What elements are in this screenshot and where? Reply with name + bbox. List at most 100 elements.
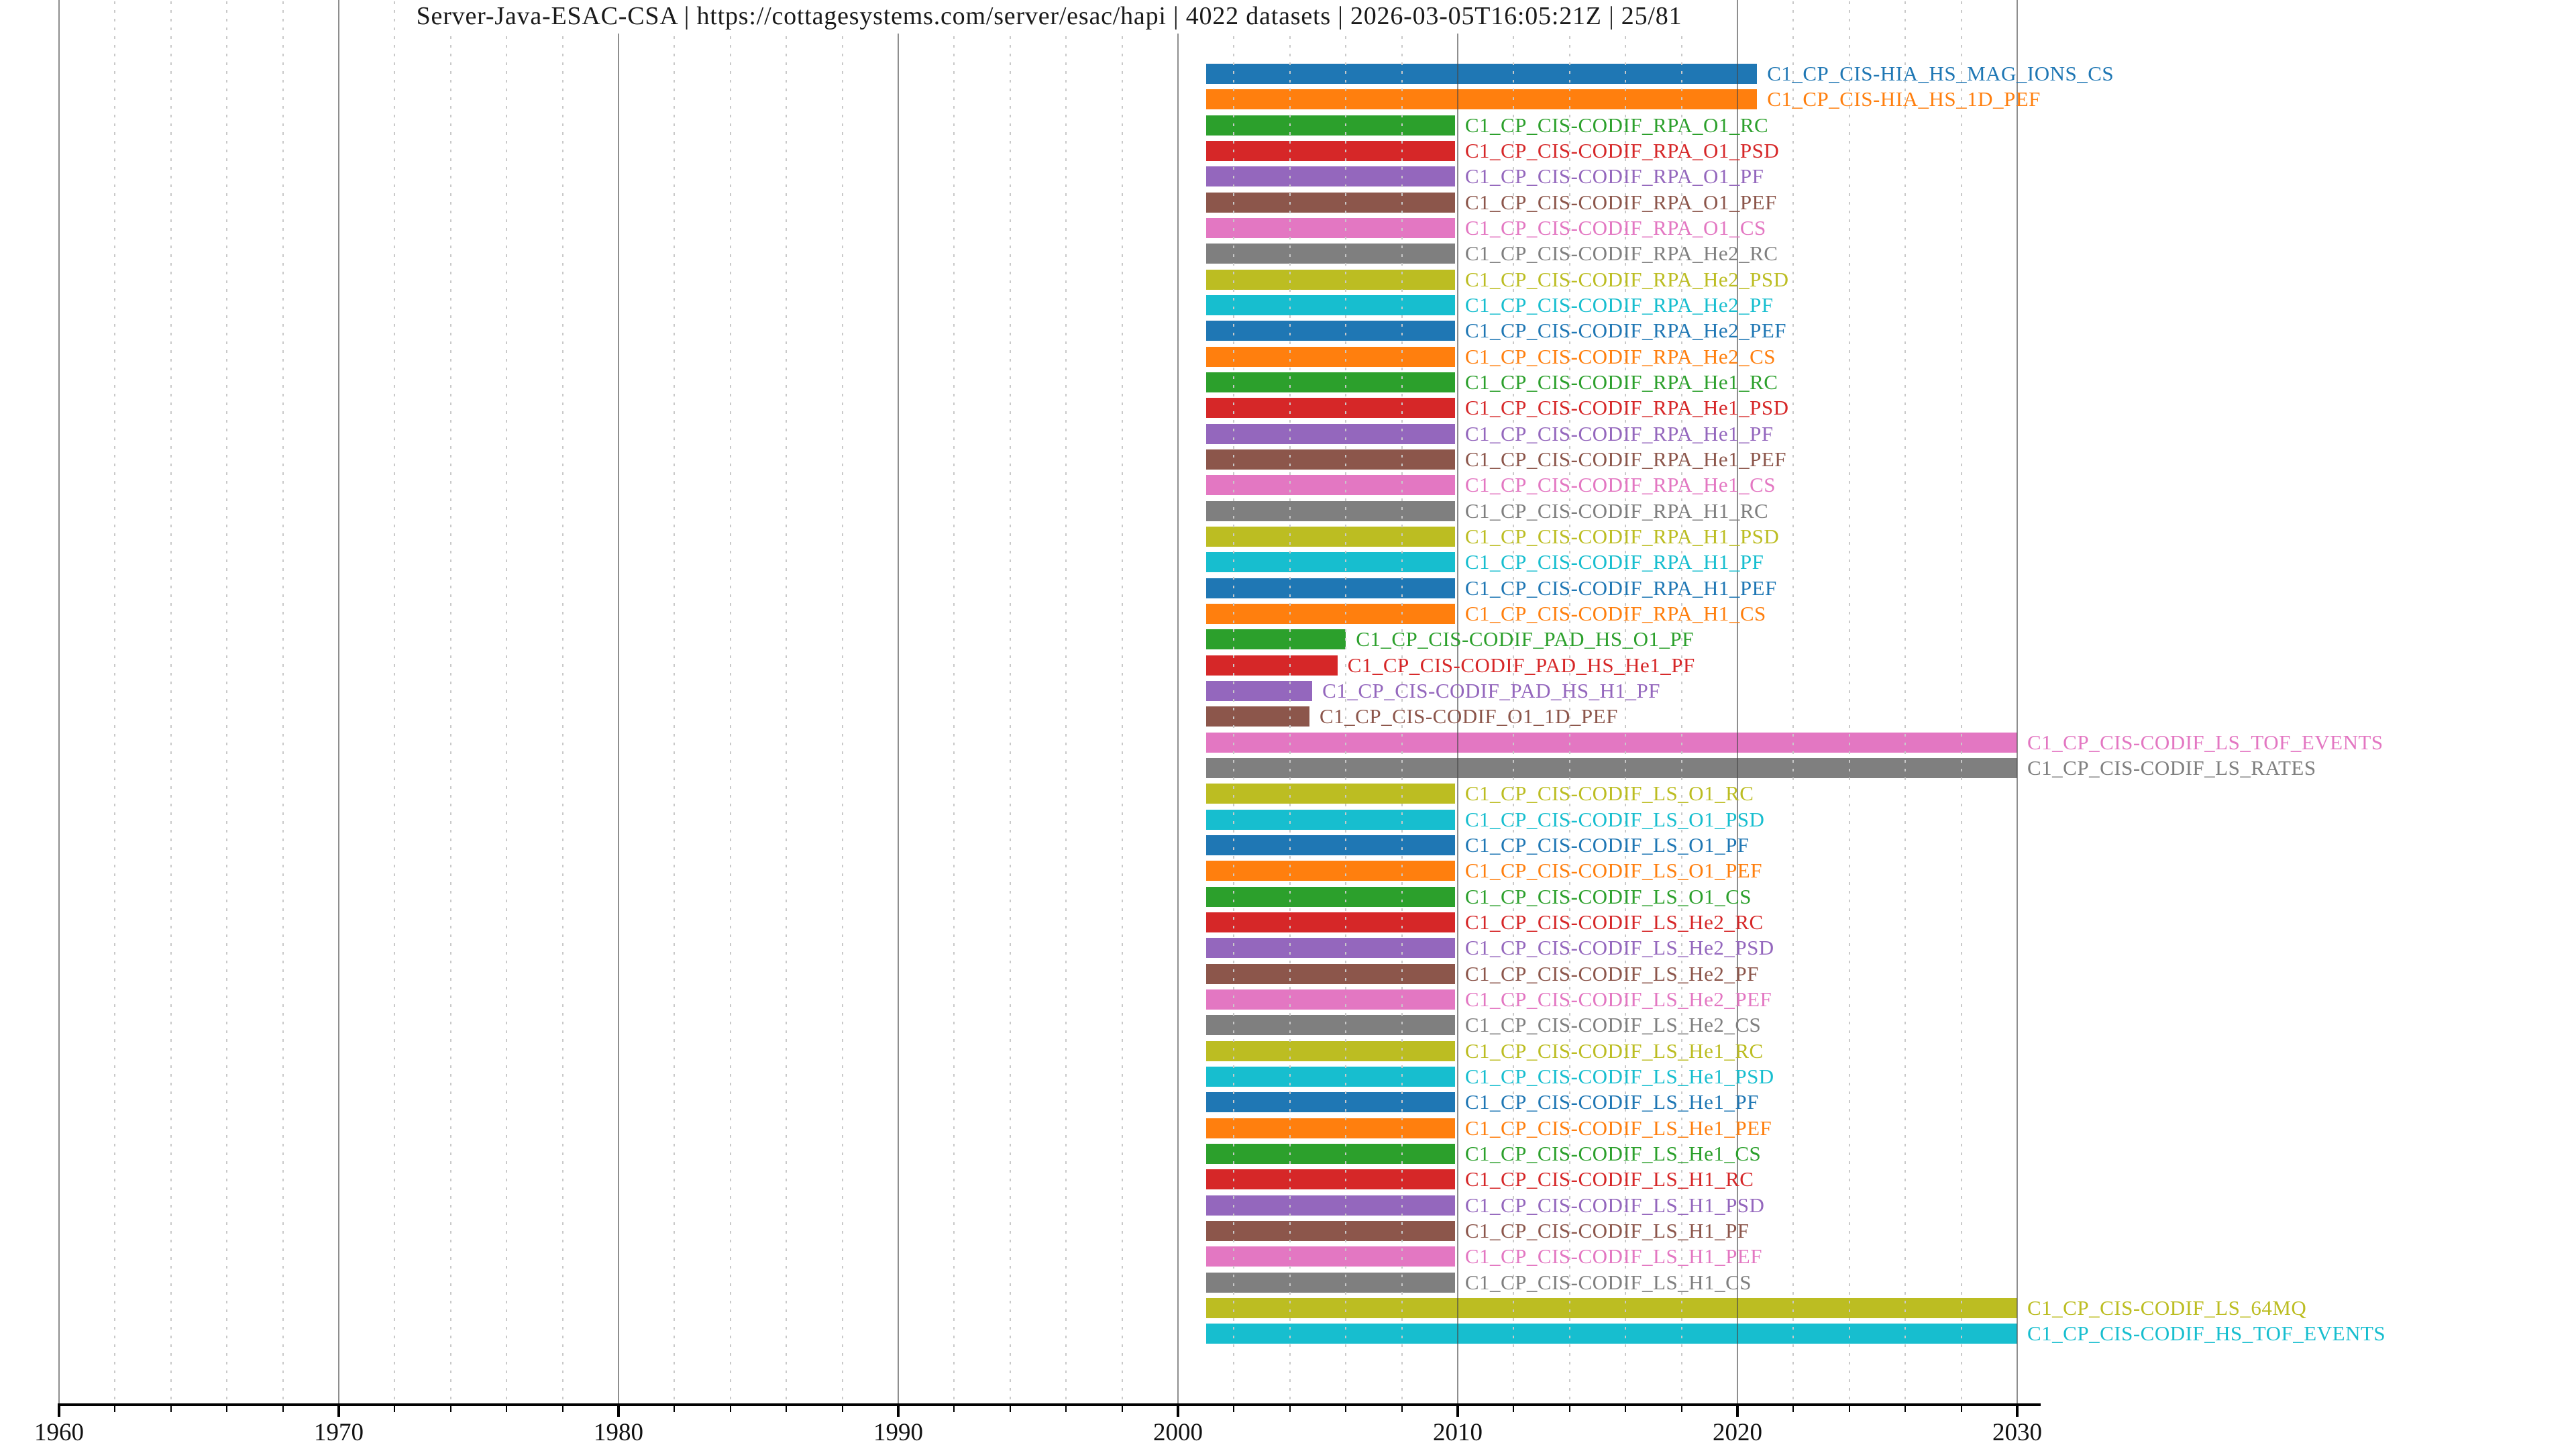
timeline-bar	[1205, 217, 1455, 238]
dataset-label: C1_CP_CIS-CODIF_RPA_He1_RC	[1464, 370, 1778, 394]
gridline-minor	[561, 1, 564, 1403]
x-axis-minor-tick	[561, 1403, 564, 1412]
dataset-label: C1_CP_CIS-CODIF_LS_O1_PSD	[1464, 807, 1765, 831]
page-title: Server-Java-ESAC-CSA | https://cottagesy…	[407, 0, 1692, 34]
timeline-bar	[1205, 475, 1455, 496]
gridline-minor	[1345, 1, 1347, 1403]
x-axis-major-tick	[337, 1403, 340, 1417]
x-axis-minor-tick	[1792, 1403, 1794, 1412]
dataset-label: C1_CP_CIS-CODIF_LS_He1_RC	[1464, 1038, 1764, 1063]
x-axis-major-tick	[1736, 1403, 1739, 1417]
gridline-minor	[1625, 1, 1627, 1403]
timeline-bar	[1205, 1272, 1455, 1293]
x-axis-minor-tick	[729, 1403, 731, 1412]
dataset-label: C1_CP_CIS-CODIF_LS_H1_PSD	[1464, 1193, 1765, 1217]
gridline-minor	[1233, 1, 1235, 1403]
x-axis-minor-tick	[1233, 1403, 1235, 1412]
gridline-minor	[1009, 1, 1011, 1403]
timeline-bar	[1205, 784, 1455, 804]
x-axis-minor-tick	[449, 1403, 451, 1412]
dataset-label: C1_CP_CIS-CODIF_LS_He1_PEF	[1464, 1116, 1772, 1140]
dataset-label: C1_CP_CIS-CODIF_LS_He1_PSD	[1464, 1064, 1774, 1088]
timeline-bar	[1205, 629, 1346, 650]
dataset-label: C1_CP_CIS-CODIF_PAD_HS_O1_PF	[1356, 627, 1695, 651]
gridline-major	[2017, 0, 2018, 1403]
dataset-label: C1_CP_CIS-CODIF_LS_O1_CS	[1464, 884, 1752, 908]
timeline-bar	[1205, 552, 1455, 573]
gridline-minor	[1513, 1, 1515, 1403]
x-axis-minor-tick	[1065, 1403, 1067, 1412]
gridline-major	[618, 0, 619, 1403]
x-axis-tick-label: 1980	[594, 1419, 643, 1446]
timeline-bar	[1205, 244, 1455, 264]
gridline-minor	[1904, 1, 1907, 1403]
dataset-label: C1_CP_CIS-CODIF_LS_O1_RC	[1464, 782, 1754, 806]
gridline-major	[58, 0, 60, 1403]
dataset-label: C1_CP_CIS-CODIF_LS_O1_PEF	[1464, 859, 1762, 883]
timeline-bar	[1205, 346, 1455, 367]
gridline-minor	[1065, 1, 1067, 1403]
dataset-label: C1_CP_CIS-CODIF_LS_64MQ	[2027, 1295, 2307, 1320]
timeline-bar	[1205, 1195, 1455, 1216]
gridline-minor	[953, 1, 955, 1403]
gridline-minor	[674, 1, 676, 1403]
dataset-label: C1_CP_CIS-CODIF_LS_He2_PEF	[1464, 987, 1772, 1011]
timeline-bar	[1205, 1143, 1455, 1164]
gridline-minor	[729, 1, 731, 1403]
x-axis-minor-tick	[506, 1403, 508, 1412]
timeline-bar	[1205, 1092, 1455, 1113]
dataset-label: C1_CP_CIS-CODIF_RPA_He1_PEF	[1464, 447, 1787, 471]
gridline-minor	[1848, 1, 1850, 1403]
x-axis-minor-tick	[841, 1403, 843, 1412]
dataset-label: C1_CP_CIS-CODIF_RPA_O1_CS	[1464, 215, 1766, 239]
dataset-label: C1_CP_CIS-CODIF_LS_He2_CS	[1464, 1013, 1762, 1037]
x-axis-tick-label: 2020	[1713, 1419, 1762, 1446]
dataset-label: C1_CP_CIS-HIA_HS_1D_PEF	[1767, 87, 2041, 111]
dataset-label: C1_CP_CIS-CODIF_RPA_H1_PEF	[1464, 576, 1777, 600]
timeline-bar	[1205, 192, 1455, 213]
dataset-label: C1_CP_CIS-CODIF_PAD_HS_H1_PF	[1322, 678, 1660, 702]
gridline-minor	[1792, 1, 1794, 1403]
gridline-minor	[114, 1, 116, 1403]
timeline-bar	[1205, 655, 1338, 676]
x-axis-major-tick	[58, 1403, 60, 1417]
dataset-label: C1_CP_CIS-CODIF_RPA_He2_PSD	[1464, 267, 1789, 291]
timeline-bar	[1205, 89, 1758, 110]
timeline-bar	[1205, 449, 1455, 470]
x-axis-major-tick	[2016, 1403, 2019, 1417]
dataset-label: C1_CP_CIS-CODIF_LS_H1_PEF	[1464, 1244, 1762, 1269]
x-axis-minor-tick	[1401, 1403, 1403, 1412]
timeline-bar	[1205, 809, 1455, 830]
gridline-major	[1177, 0, 1179, 1403]
timeline-bar	[1205, 166, 1455, 187]
timeline-bar	[1205, 398, 1455, 419]
timeline-bar	[1205, 732, 2017, 753]
gridline-minor	[1289, 1, 1291, 1403]
dataset-label: C1_CP_CIS-HIA_HS_MAG_IONS_CS	[1767, 62, 2114, 85]
dataset-label: C1_CP_CIS-CODIF_RPA_O1_PF	[1464, 164, 1764, 189]
x-axis-major-tick	[617, 1403, 620, 1417]
dataset-label: C1_CP_CIS-CODIF_HS_TOF_EVENTS	[2027, 1322, 2386, 1346]
dataset-label: C1_CP_CIS-CODIF_LS_H1_RC	[1464, 1167, 1754, 1191]
timeline-bar	[1205, 269, 1455, 290]
timeline-bar	[1205, 680, 1313, 701]
timeline-bar	[1205, 1118, 1455, 1138]
x-axis-line	[58, 1403, 2041, 1406]
dataset-label: C1_CP_CIS-CODIF_RPA_He1_CS	[1464, 473, 1776, 497]
dataset-label: C1_CP_CIS-CODIF_RPA_He1_PF	[1464, 421, 1774, 445]
dataset-label: C1_CP_CIS-CODIF_RPA_H1_PSD	[1464, 524, 1780, 548]
gridline-minor	[449, 1, 451, 1403]
x-axis-tick-label: 2000	[1153, 1419, 1203, 1446]
x-axis-minor-tick	[1289, 1403, 1291, 1412]
gridline-minor	[1121, 1, 1123, 1403]
x-axis-minor-tick	[170, 1403, 172, 1412]
dataset-label: C1_CP_CIS-CODIF_LS_He1_PF	[1464, 1090, 1759, 1114]
gridline-minor	[1960, 1, 1962, 1403]
gridline-minor	[226, 1, 228, 1403]
gridline-minor	[282, 1, 284, 1403]
dataset-label: C1_CP_CIS-CODIF_LS_H1_PF	[1464, 1218, 1750, 1242]
x-axis-minor-tick	[786, 1403, 788, 1412]
timeline-bar	[1205, 603, 1455, 624]
timeline-bar	[1205, 757, 2017, 778]
gridline-minor	[394, 1, 396, 1403]
